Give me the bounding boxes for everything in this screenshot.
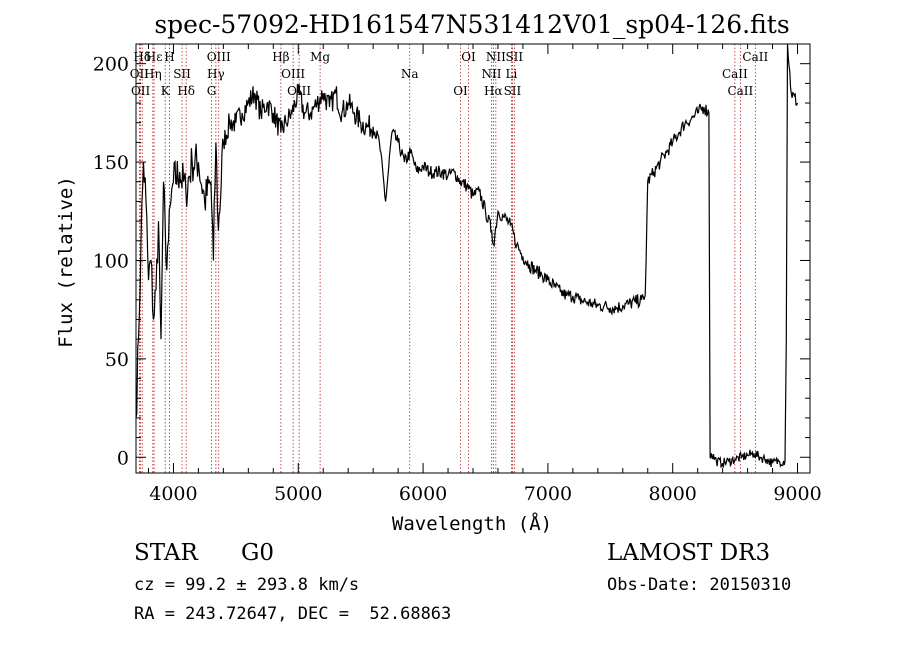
spectral-line-labels: HδOIIOIIHεHηKHSIIHδOIIIHγGHβOIIIOIIIMgNa…: [130, 50, 769, 98]
chart-title: spec-57092-HD161547N531412V01_sp04-126.f…: [154, 10, 789, 39]
spectral-line-label: CaII: [742, 50, 768, 64]
spectral-line-label: Hα: [484, 84, 503, 98]
spectral-line-label: Na: [401, 67, 419, 81]
x-tick-label: 4000: [149, 483, 197, 505]
y-tick-label: 100: [93, 250, 129, 272]
spectral-line-label: OIII: [281, 67, 305, 81]
spectral-line-label: OIII: [207, 50, 231, 64]
spectral-line-label: G: [207, 84, 217, 98]
spectral-line-label: Hδ: [133, 50, 151, 64]
spectral-line-label: CaII: [727, 84, 753, 98]
spectral-line-label: NII: [486, 50, 506, 64]
spectral-line-label: Mg: [310, 50, 330, 64]
object-subclass: G0: [241, 540, 274, 566]
spectral-line-label: OII: [131, 84, 151, 98]
y-tick-label: 50: [105, 349, 129, 371]
spectral-line-label: SII: [504, 84, 522, 98]
y-axis: 0 50 100 150 200: [93, 43, 810, 469]
spectral-line-label: OI: [453, 84, 468, 98]
x-tick-label: 6000: [399, 483, 447, 505]
spectral-line-label: OII: [130, 67, 150, 81]
spectrum-line: [135, 43, 799, 469]
y-axis-label: Flux (relative): [55, 176, 77, 348]
x-tick-label: 9000: [773, 483, 821, 505]
spectral-line-label: K: [161, 84, 171, 98]
spectral-line-label: Hη: [144, 67, 162, 81]
survey-name: LAMOST DR3: [607, 540, 770, 566]
spectral-line-label: NII: [481, 67, 501, 81]
x-axis-label: Wavelength (Å): [392, 512, 552, 535]
spectral-line-label: CaII: [722, 67, 748, 81]
y-tick-label: 0: [117, 447, 129, 469]
x-tick-label: 8000: [649, 483, 697, 505]
y-tick-label: 150: [93, 152, 129, 174]
spectral-line-label: SII: [173, 67, 191, 81]
y-tick-label: 200: [93, 54, 129, 76]
spectral-line-label: SII: [505, 50, 523, 64]
velocity-readout: cz = 99.2 ± 293.8 km/s: [134, 575, 359, 595]
spectral-line-label: H: [164, 50, 174, 64]
spectral-line-label: Hγ: [207, 67, 225, 81]
coordinates-readout: RA = 243.72647, DEC = 52.68863: [134, 604, 451, 624]
spectral-line-label: Hδ: [177, 84, 195, 98]
spectral-line-label: Hβ: [272, 50, 289, 64]
observation-date: Obs-Date: 20150310: [607, 575, 791, 595]
x-tick-label: 5000: [274, 483, 322, 505]
spectral-line-label: Hε: [146, 50, 163, 64]
object-class: STAR: [134, 540, 198, 566]
x-tick-label: 7000: [524, 483, 572, 505]
spectral-line-label: OI: [461, 50, 476, 64]
spectral-line-markers: [138, 44, 756, 473]
spectral-line-label: Li: [506, 67, 518, 81]
x-axis: 4000 5000 6000 7000 8000 9000: [147, 44, 822, 505]
